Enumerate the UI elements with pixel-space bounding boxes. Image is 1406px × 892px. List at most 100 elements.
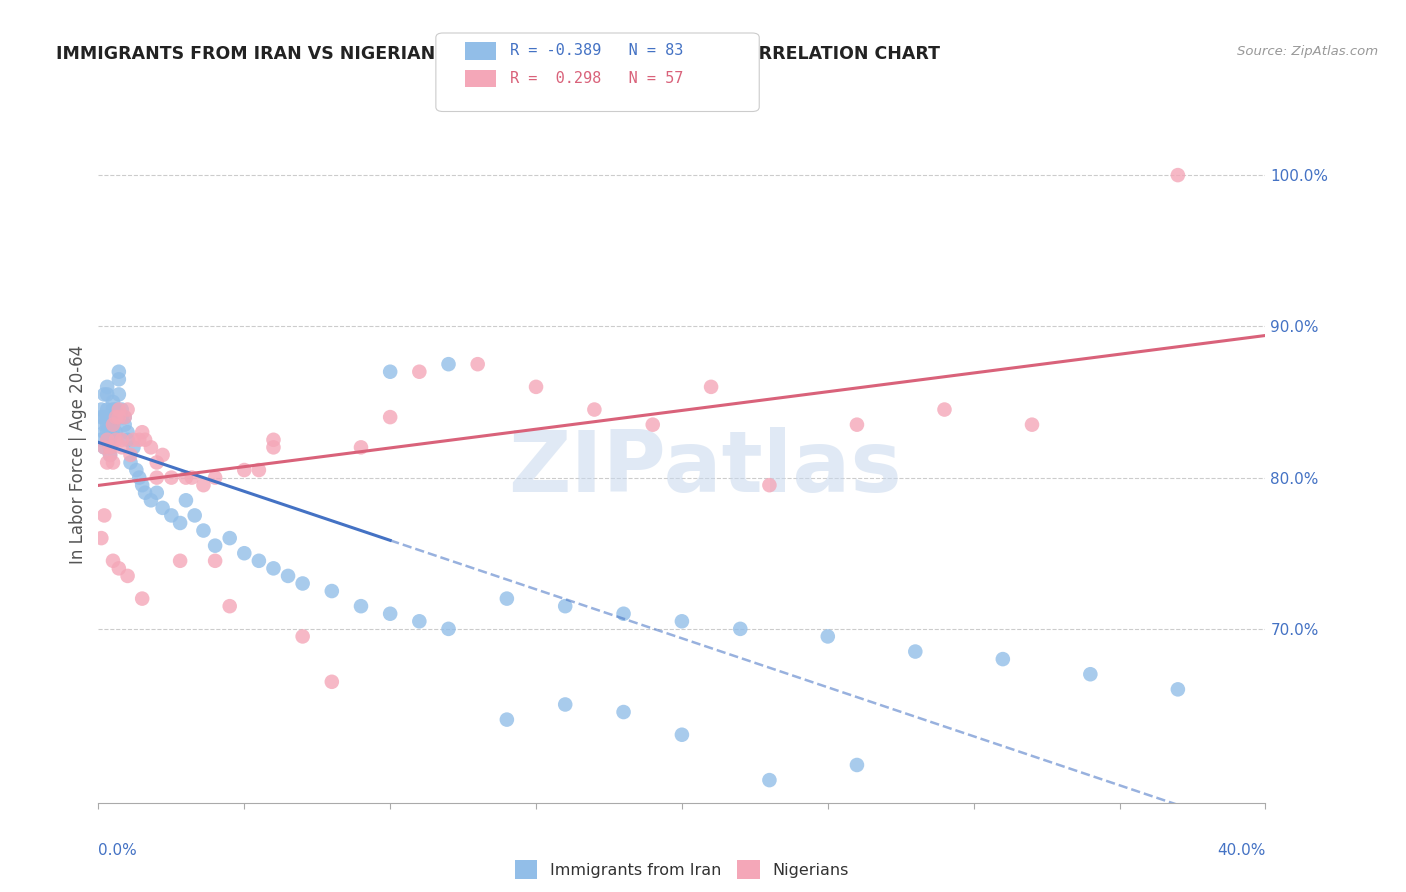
Point [101,455,124,469]
Point [321,584,343,599]
Point [128,470,150,484]
Point [117,433,139,447]
Point [262,433,284,447]
Point [96,433,118,447]
Point [160,470,183,484]
Point [104,402,127,417]
Point [350,599,373,614]
Point [183,508,205,523]
Point [146,470,169,484]
Point [218,599,240,614]
Point [730,622,752,636]
Point [380,410,402,425]
Point [180,470,202,484]
Point [991,652,1014,666]
Point [437,622,460,636]
Point [111,441,134,455]
Point [233,463,256,477]
Point [758,478,780,492]
Point [93,441,115,455]
Point [117,569,139,583]
Point [98,410,121,425]
Text: 0.0%: 0.0% [98,843,138,858]
Text: ZIPatlas: ZIPatlas [509,427,903,510]
Point [98,425,121,440]
Text: IMMIGRANTS FROM IRAN VS NIGERIAN IN LABOR FORCE | AGE 20-64 CORRELATION CHART: IMMIGRANTS FROM IRAN VS NIGERIAN IN LABO… [56,45,941,62]
Point [111,402,134,417]
Point [131,425,153,440]
Point [671,615,693,629]
Point [146,485,169,500]
Point [277,569,299,583]
Point [108,372,131,386]
Point [96,433,118,447]
Point [101,402,124,417]
Point [108,387,131,401]
Point [641,417,664,432]
Point [98,448,121,462]
Text: Source: ZipAtlas.com: Source: ZipAtlas.com [1237,45,1378,58]
Point [98,433,121,447]
Point [93,417,115,432]
Point [117,402,139,417]
Point [93,425,115,440]
Point [108,410,131,425]
Point [146,455,169,469]
Point [467,357,489,371]
Point [111,433,134,447]
Point [321,674,343,689]
Point [98,448,121,462]
Point [139,493,162,508]
Point [96,410,118,425]
Y-axis label: In Labor Force | Age 20-64: In Labor Force | Age 20-64 [69,345,87,565]
Point [350,441,373,455]
Point [134,485,156,500]
Point [262,561,284,575]
Point [554,698,576,712]
Point [96,425,118,440]
Point [131,478,153,492]
Point [904,644,927,658]
Point [104,433,127,447]
Point [247,554,270,568]
Point [93,508,115,523]
Legend: Immigrants from Iran, Nigerians: Immigrants from Iran, Nigerians [509,854,855,885]
Point [193,478,215,492]
Point [98,441,121,455]
Point [169,554,191,568]
Point [291,629,314,643]
Point [101,417,124,432]
Point [204,554,226,568]
Point [90,433,112,447]
Point [125,463,148,477]
Point [104,433,127,447]
Point [93,410,115,425]
Point [380,607,402,621]
Point [700,380,723,394]
Point [117,425,139,440]
Point [104,410,127,425]
Point [174,470,197,484]
Point [108,402,131,417]
Point [98,441,121,455]
Point [108,561,131,575]
Point [408,615,430,629]
Point [671,728,693,742]
Point [96,417,118,432]
Point [846,417,869,432]
Point [408,365,430,379]
Point [98,417,121,432]
Text: R = -0.389   N = 83: R = -0.389 N = 83 [510,44,683,58]
Point [496,591,519,606]
Point [218,531,240,545]
Point [114,417,136,432]
Point [96,402,118,417]
Text: 40.0%: 40.0% [1218,843,1265,858]
Point [174,493,197,508]
Point [104,425,127,440]
Point [291,576,314,591]
Point [96,387,118,401]
Point [152,500,174,515]
Point [934,402,956,417]
Point [1021,417,1043,432]
